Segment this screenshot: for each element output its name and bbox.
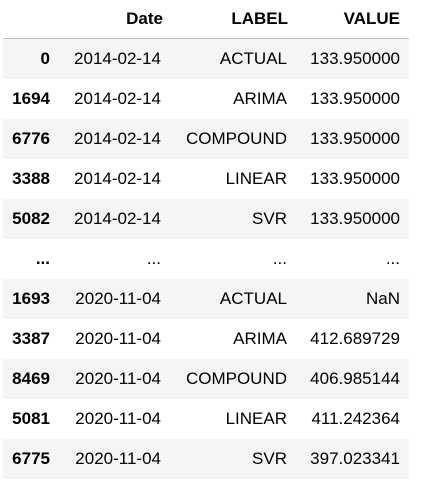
value-cell: 133.950000 bbox=[310, 129, 400, 148]
value-cell: 406.985144 bbox=[310, 369, 400, 388]
value-cell: 133.950000 bbox=[310, 169, 400, 188]
table-row: 5081 2020-11-04 LINEAR 411.242364 bbox=[3, 399, 409, 439]
dataframe-table: Date LABEL VALUE 0 2014-02-14 ACTUAL 133… bbox=[3, 0, 409, 479]
table-body: 0 2014-02-14 ACTUAL 133.950000 1694 2014… bbox=[3, 38, 409, 479]
label-cell: ARIMA bbox=[233, 329, 287, 348]
value-cell: NaN bbox=[365, 289, 400, 308]
row-index: 8469 bbox=[12, 369, 50, 388]
value-cell: 133.950000 bbox=[310, 209, 400, 228]
row-index: 6776 bbox=[12, 129, 50, 148]
date-cell: 2014-02-14 bbox=[74, 129, 161, 148]
table-row: 5082 2014-02-14 SVR 133.950000 bbox=[3, 199, 409, 239]
value-cell: ... bbox=[385, 249, 400, 268]
row-index: 1693 bbox=[12, 289, 50, 308]
row-index: 3387 bbox=[12, 329, 50, 348]
label-cell: COMPOUND bbox=[185, 369, 287, 388]
date-cell: 2014-02-14 bbox=[74, 169, 161, 188]
table-row: 1693 2020-11-04 ACTUAL NaN bbox=[3, 279, 409, 319]
date-cell: ... bbox=[146, 249, 161, 268]
header-row: Date LABEL VALUE bbox=[3, 0, 409, 39]
value-cell: 133.950000 bbox=[310, 89, 400, 108]
date-cell: 2020-11-04 bbox=[75, 409, 161, 428]
date-cell: 2020-11-04 bbox=[75, 289, 161, 308]
label-cell: ACTUAL bbox=[219, 289, 287, 308]
row-index: 1694 bbox=[12, 89, 50, 108]
value-cell: 133.950000 bbox=[310, 49, 400, 68]
label-cell: ACTUAL bbox=[219, 49, 287, 68]
label-cell: SVR bbox=[252, 209, 287, 228]
table-row: 3388 2014-02-14 LINEAR 133.950000 bbox=[3, 159, 409, 199]
value-cell: 412.689729 bbox=[310, 329, 400, 348]
label-cell: LINEAR bbox=[225, 409, 287, 428]
table-row: 6775 2020-11-04 SVR 397.023341 bbox=[3, 439, 409, 479]
label-cell: SVR bbox=[252, 449, 287, 468]
value-cell: 397.023341 bbox=[310, 449, 400, 468]
row-index: 0 bbox=[40, 49, 50, 68]
ellipsis-row: ... ... ... ... bbox=[3, 239, 409, 279]
value-cell: 411.242364 bbox=[311, 409, 400, 428]
table-row: 3387 2020-11-04 ARIMA 412.689729 bbox=[3, 319, 409, 359]
table-header: Date LABEL VALUE bbox=[3, 0, 409, 39]
row-index: 3388 bbox=[12, 169, 50, 188]
date-cell: 2020-11-04 bbox=[75, 329, 161, 348]
table-row: 0 2014-02-14 ACTUAL 133.950000 bbox=[3, 38, 409, 79]
label-cell: ARIMA bbox=[233, 89, 287, 108]
label-cell: LINEAR bbox=[225, 169, 287, 188]
label-column-header: LABEL bbox=[172, 0, 297, 39]
date-column-header: Date bbox=[59, 0, 172, 39]
table-row: 6776 2014-02-14 COMPOUND 133.950000 bbox=[3, 119, 409, 159]
table-row: 8469 2020-11-04 COMPOUND 406.985144 bbox=[3, 359, 409, 399]
date-cell: 2014-02-14 bbox=[74, 89, 161, 108]
label-cell: COMPOUND bbox=[185, 129, 287, 148]
row-index: 5082 bbox=[12, 209, 50, 228]
label-cell: ... bbox=[272, 249, 287, 268]
dataframe-output: Date LABEL VALUE 0 2014-02-14 ACTUAL 133… bbox=[3, 0, 409, 479]
date-cell: 2020-11-04 bbox=[75, 449, 161, 468]
index-column-header bbox=[3, 0, 59, 39]
table-row: 1694 2014-02-14 ARIMA 133.950000 bbox=[3, 79, 409, 119]
value-column-header: VALUE bbox=[297, 0, 409, 39]
date-cell: 2014-02-14 bbox=[74, 209, 161, 228]
row-index: 5081 bbox=[12, 409, 50, 428]
date-cell: 2014-02-14 bbox=[74, 49, 161, 68]
date-cell: 2020-11-04 bbox=[75, 369, 161, 388]
row-index: ... bbox=[35, 249, 50, 268]
row-index: 6775 bbox=[12, 449, 50, 468]
